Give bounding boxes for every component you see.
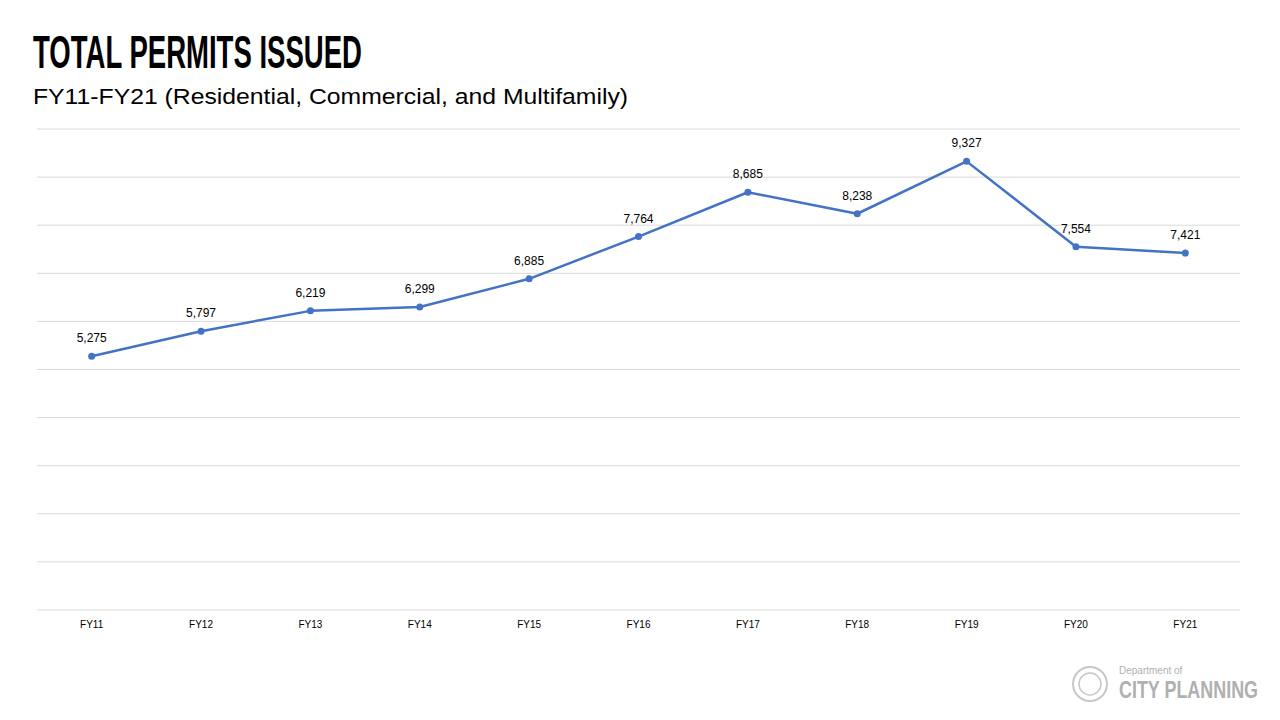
- x-tick-label: FY21: [1173, 619, 1197, 630]
- data-label: 9,327: [952, 136, 982, 150]
- data-point: [88, 353, 95, 360]
- grid-line: [37, 321, 1240, 322]
- data-point: [635, 233, 642, 240]
- logo-seal: [1073, 667, 1107, 701]
- title: TOTAL PERMITS ISSUED: [33, 26, 362, 78]
- data-label: 6,219: [295, 286, 325, 300]
- data-point: [854, 210, 861, 217]
- data-label: 7,764: [623, 212, 653, 226]
- grid-line: [37, 513, 1240, 514]
- data-point: [416, 304, 423, 311]
- data-point: [198, 328, 205, 335]
- data-label: 7,421: [1170, 228, 1200, 242]
- x-tick-label: FY14: [408, 619, 432, 630]
- logo-text: Department of: [1119, 665, 1183, 676]
- data-point: [744, 189, 751, 196]
- data-point: [526, 275, 533, 282]
- x-tick-label: FY12: [189, 619, 213, 630]
- data-label: 7,554: [1061, 222, 1091, 236]
- data-label: 8,238: [842, 189, 872, 203]
- x-tick-label: FY18: [845, 619, 869, 630]
- grid-line: [37, 129, 1240, 130]
- subtitle: FY11-FY21 (Residential, Commercial, and …: [33, 84, 628, 109]
- grid-line: [37, 369, 1240, 370]
- data-label: 5,797: [186, 306, 216, 320]
- chart-canvas: TOTAL PERMITS ISSUED FY11-FY21 (Residenti…: [0, 0, 1280, 720]
- x-tick-label: FY13: [298, 619, 322, 630]
- data-point: [1182, 250, 1189, 257]
- data-label: 6,885: [514, 254, 544, 268]
- x-tick-label: FY16: [627, 619, 651, 630]
- x-tick-label: FY15: [517, 619, 541, 630]
- grid-line: [37, 177, 1240, 178]
- data-point: [1072, 243, 1079, 250]
- data-label: 5,275: [77, 331, 107, 345]
- logo: Department ofCITY PLANNING: [1073, 665, 1258, 703]
- grid-line: [37, 610, 1240, 611]
- x-tick-label: FY20: [1064, 619, 1088, 630]
- x-tick-label: FY11: [80, 619, 104, 630]
- x-tick-label: FY19: [955, 619, 979, 630]
- grid-line: [37, 561, 1240, 562]
- data-point: [307, 307, 314, 314]
- data-label: 6,299: [405, 282, 435, 296]
- x-tick-label: FY17: [736, 619, 760, 630]
- grid-line: [37, 417, 1240, 418]
- plot-area: [88, 158, 1189, 360]
- logo-text: CITY PLANNING: [1119, 676, 1258, 703]
- data-line: [92, 161, 1186, 356]
- logo-seal-inner: [1079, 673, 1101, 695]
- data-label: 8,685: [733, 167, 763, 181]
- data-point: [963, 158, 970, 165]
- grid-line: [37, 273, 1240, 274]
- grid-line: [37, 465, 1240, 466]
